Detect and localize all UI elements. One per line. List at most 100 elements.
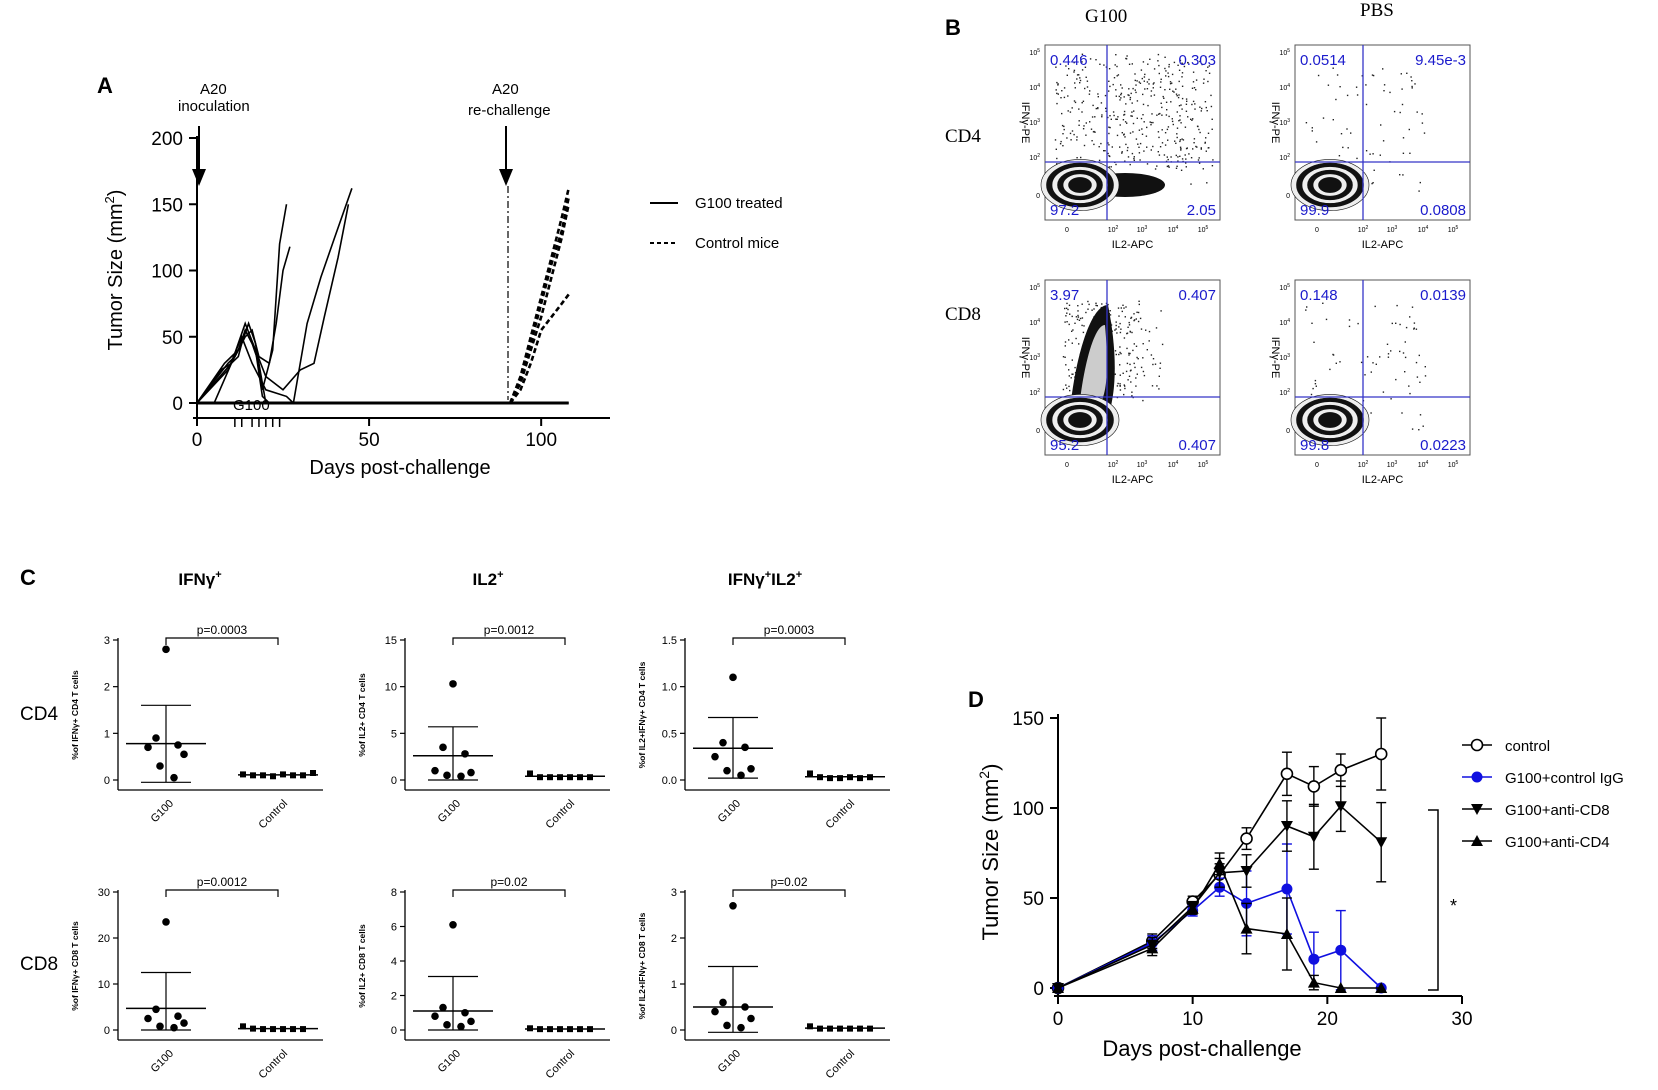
c-g100-point xyxy=(162,645,170,654)
d-data-point xyxy=(1471,835,1483,846)
d-data-point xyxy=(1307,831,1320,843)
flow-x-axis-label: IL2-APC xyxy=(1362,474,1404,486)
c-control-point xyxy=(837,1025,843,1032)
panel-letter-d: D xyxy=(968,687,984,712)
c-g100-point xyxy=(729,673,737,682)
c-control-point xyxy=(270,1026,276,1033)
c-g100-point xyxy=(457,772,465,781)
flow-x-axis-label: IL2-APC xyxy=(1362,239,1404,251)
c-g100-point xyxy=(729,902,737,910)
c-category-control: Control xyxy=(544,1048,578,1082)
c-y-tick-label: 2 xyxy=(391,991,397,1003)
a-y-tick-label: 100 xyxy=(151,262,183,283)
c-p-bracket xyxy=(732,889,846,897)
flow-quadrant-lr: 2.05 xyxy=(1187,202,1216,219)
c-row-label-cd4: CD4 xyxy=(20,704,58,725)
c-control-point xyxy=(847,774,853,781)
flow-plot: 0.446 0.303 97.2 2.05 IL2-APC IFNγ-PE 0 102 103 1… xyxy=(1019,44,1221,251)
flow-y-tick: 103 xyxy=(1279,353,1290,362)
flow-x-tick: 105 xyxy=(1448,225,1459,234)
c-category-g100: G100 xyxy=(149,1048,177,1076)
c-scatter-plot: 0 5 10 15 %of IL2+ CD4 T cells G100 Control p=0… xyxy=(357,623,610,831)
c-g100-point xyxy=(174,1012,182,1020)
rechallenge-label-2: re-challenge xyxy=(468,102,551,119)
c-y-tick-label: 0 xyxy=(104,775,110,787)
c-control-point xyxy=(537,774,543,781)
flow-y-tick: 0 xyxy=(1036,428,1040,435)
flow-y-tick: 104 xyxy=(1279,318,1290,327)
c-p-value: p=0.0003 xyxy=(197,623,248,637)
flow-y-tick: 102 xyxy=(1029,388,1040,397)
c-g100-point xyxy=(719,998,727,1007)
c-control-point xyxy=(260,772,266,779)
c-control-point xyxy=(260,1026,266,1033)
flow-x-tick: 0 xyxy=(1315,227,1319,234)
d-data-point xyxy=(1471,804,1483,815)
c-g100-point xyxy=(737,1023,745,1032)
c-y-tick-label: 1 xyxy=(671,979,677,991)
c-y-tick-label: 1.0 xyxy=(662,682,677,694)
rechallenge-label-1: A20 xyxy=(492,81,519,98)
d-data-point xyxy=(1307,976,1320,988)
flow-quadrant-lr: 0.0223 xyxy=(1420,437,1466,454)
flow-x-tick: 103 xyxy=(1137,460,1148,469)
c-y-tick-label: 10 xyxy=(98,979,110,991)
c-control-point xyxy=(557,1026,563,1033)
c-g100-point xyxy=(170,1023,178,1032)
c-control-point xyxy=(827,1025,833,1032)
c-y-tick-label: 2 xyxy=(104,682,110,694)
c-y-tick-label: 10 xyxy=(385,682,397,694)
flow-y-tick: 105 xyxy=(1279,48,1290,57)
flow-x-tick: 103 xyxy=(1387,225,1398,234)
d-data-point xyxy=(1213,857,1226,869)
a-y-tick-label: 200 xyxy=(151,129,183,150)
c-y-tick-label: 5 xyxy=(391,728,397,740)
d-data-point xyxy=(1280,928,1293,939)
c-p-bracket xyxy=(732,637,846,645)
d-data-point xyxy=(1375,837,1388,849)
flow-row-header-cd4: CD4 xyxy=(945,126,981,147)
c-p-value: p=0.0003 xyxy=(764,623,815,637)
d-y-tick-label: 150 xyxy=(1012,709,1044,730)
panel-a-series xyxy=(196,188,570,405)
flow-plot: 3.97 0.407 95.2 0.407 IL2-APC IFNγ-PE 0 102 103 1… xyxy=(1019,279,1221,486)
flow-quadrant-ul: 0.148 xyxy=(1300,287,1338,304)
c-col-title-ifng: IFNγ+ xyxy=(178,569,221,589)
c-control-point xyxy=(300,772,306,779)
c-g100-point xyxy=(737,771,745,780)
c-y-tick-label: 0.0 xyxy=(662,775,677,787)
c-g100-point xyxy=(443,771,451,780)
flow-y-tick: 104 xyxy=(1029,318,1040,327)
flow-y-axis-label: IFNγ-PE xyxy=(1019,337,1031,379)
c-control-point xyxy=(577,1026,583,1033)
c-y-tick-label: 20 xyxy=(98,933,110,945)
c-control-point xyxy=(837,775,843,782)
significance-bracket xyxy=(1428,809,1439,991)
c-y-tick-label: 2 xyxy=(671,933,677,945)
flow-col-header-g100: G100 xyxy=(1085,6,1127,27)
flow-contour xyxy=(1040,159,1165,211)
c-category-g100: G100 xyxy=(436,1048,464,1076)
flow-quadrant-ll: 97.2 xyxy=(1050,202,1079,219)
c-g100-point xyxy=(747,1014,755,1023)
flow-x-tick: 102 xyxy=(1108,460,1119,469)
flow-x-tick: 0 xyxy=(1065,227,1069,234)
c-g100-point xyxy=(180,1019,188,1027)
g100-treated-line xyxy=(196,188,353,405)
c-g100-point xyxy=(152,734,160,742)
c-control-point xyxy=(547,1026,553,1033)
c-y-tick-label: 0.5 xyxy=(662,728,677,740)
c-y-tick-label: 3 xyxy=(671,887,677,899)
c-y-axis-label: %of IL2+ CD4 T cells xyxy=(357,673,367,757)
flow-x-axis-label: IL2-APC xyxy=(1112,474,1154,486)
d-legend-label: control xyxy=(1505,738,1550,755)
flow-x-tick: 105 xyxy=(1448,460,1459,469)
panel-letter-b: B xyxy=(945,15,961,40)
c-control-point xyxy=(807,1023,813,1030)
c-g100-point xyxy=(461,1008,469,1017)
d-x-tick-label: 0 xyxy=(1053,1009,1064,1030)
c-control-point xyxy=(557,774,563,781)
c-g100-point xyxy=(144,743,152,752)
c-p-value: p=0.0012 xyxy=(197,875,248,889)
